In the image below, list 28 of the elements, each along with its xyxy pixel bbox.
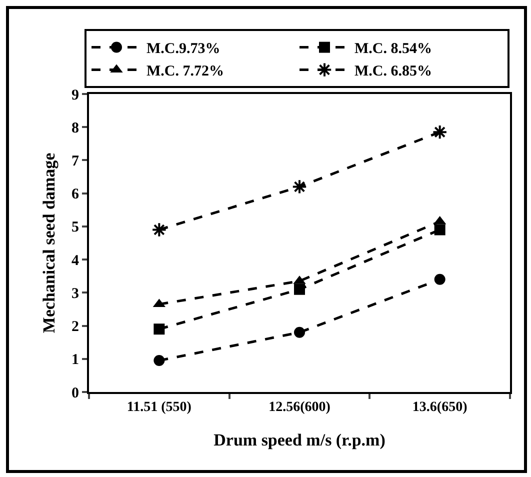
x-tick-label: 11.51 (550) [126, 400, 192, 415]
y-tick-label: 1 [72, 352, 79, 368]
legend-label: M.C. 7.72% [146, 64, 224, 80]
y-tick-label: 4 [72, 252, 80, 269]
point [152, 222, 167, 238]
y-axis-title: Mechanical seed damage [40, 152, 59, 334]
point [294, 284, 305, 295]
y-tick-label: 3 [72, 286, 79, 302]
point [154, 324, 165, 335]
y-tick-label: 2 [72, 319, 79, 336]
y-tick-label: 0 [72, 385, 79, 402]
y-tick-label: 8 [72, 120, 79, 136]
legend-label: M.C. 6.85% [354, 64, 432, 80]
x-tick-label: 13.6(650) [412, 400, 468, 415]
point [434, 224, 446, 236]
y-tick-label: 9 [72, 87, 79, 104]
point [432, 124, 448, 140]
legend-label: M.C.9.73% [146, 41, 220, 58]
x-axis-title: Drum speed m/s (r.p.m) [214, 430, 386, 450]
point [154, 355, 165, 366]
y-tick-label: 6 [72, 186, 80, 203]
y-tick-label: 7 [72, 153, 80, 170]
y-tick-label: 5 [72, 220, 79, 236]
point [434, 274, 446, 285]
legend-label: M.C. 8.54% [354, 41, 432, 58]
point [292, 179, 308, 194]
x-tick-label: 12.56(600) [268, 400, 331, 415]
point [294, 326, 305, 338]
